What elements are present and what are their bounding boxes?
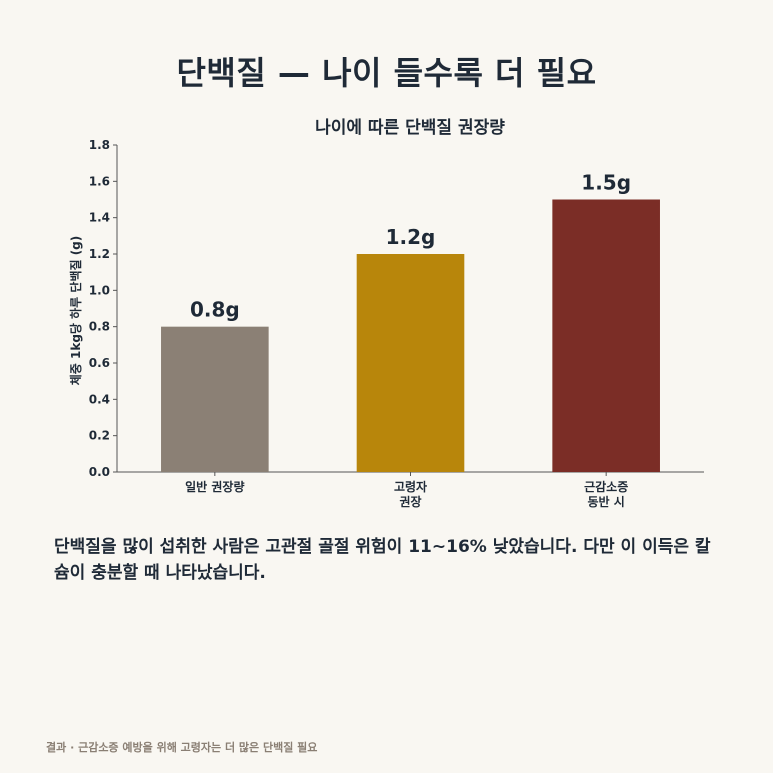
y-tick-label: 1.2 (89, 247, 110, 261)
page-title: 단백질 — 나이 들수록 더 필요 (176, 54, 597, 92)
y-tick-label: 1.4 (89, 211, 110, 225)
y-axis-label: 체중 1kg당 하루 단백질 (g) (68, 236, 83, 386)
footer-note: 결과 · 근감소증 예방을 위해 고령자는 더 많은 단백질 필요 (46, 741, 318, 754)
y-tick-label: 0.2 (89, 429, 110, 443)
bar (161, 326, 269, 472)
x-tick-label: 권장 (399, 495, 421, 509)
bar-data-label: 0.8g (190, 298, 240, 322)
bar (552, 199, 660, 472)
y-tick-label: 0.6 (89, 356, 110, 370)
y-tick-label: 1.6 (89, 174, 110, 188)
chart-caption: 단백질을 많이 섭취한 사람은 고관절 골절 위험이 11~16% 낮았습니다.… (54, 537, 711, 583)
bar-data-label: 1.5g (581, 171, 631, 195)
bar (356, 254, 465, 472)
x-tick-label: 일반 권장량 (185, 479, 244, 494)
bar-data-label: 1.2g (386, 225, 436, 249)
y-tick-label: 1.8 (89, 138, 110, 152)
y-tick-label: 0.8 (89, 320, 110, 334)
y-tick-label: 0.4 (89, 392, 110, 406)
y-tick-label: 0.0 (89, 465, 110, 479)
y-tick-label: 1.0 (89, 283, 110, 297)
x-tick-label: 동반 시 (588, 494, 625, 509)
x-tick-label: 고령자 (394, 479, 427, 494)
x-tick-label: 근감소증 (584, 479, 628, 494)
chart-title: 나이에 따른 단백질 권장량 (315, 117, 505, 138)
chart-marks: 0.8g 1.2g 1.5g (161, 171, 660, 472)
